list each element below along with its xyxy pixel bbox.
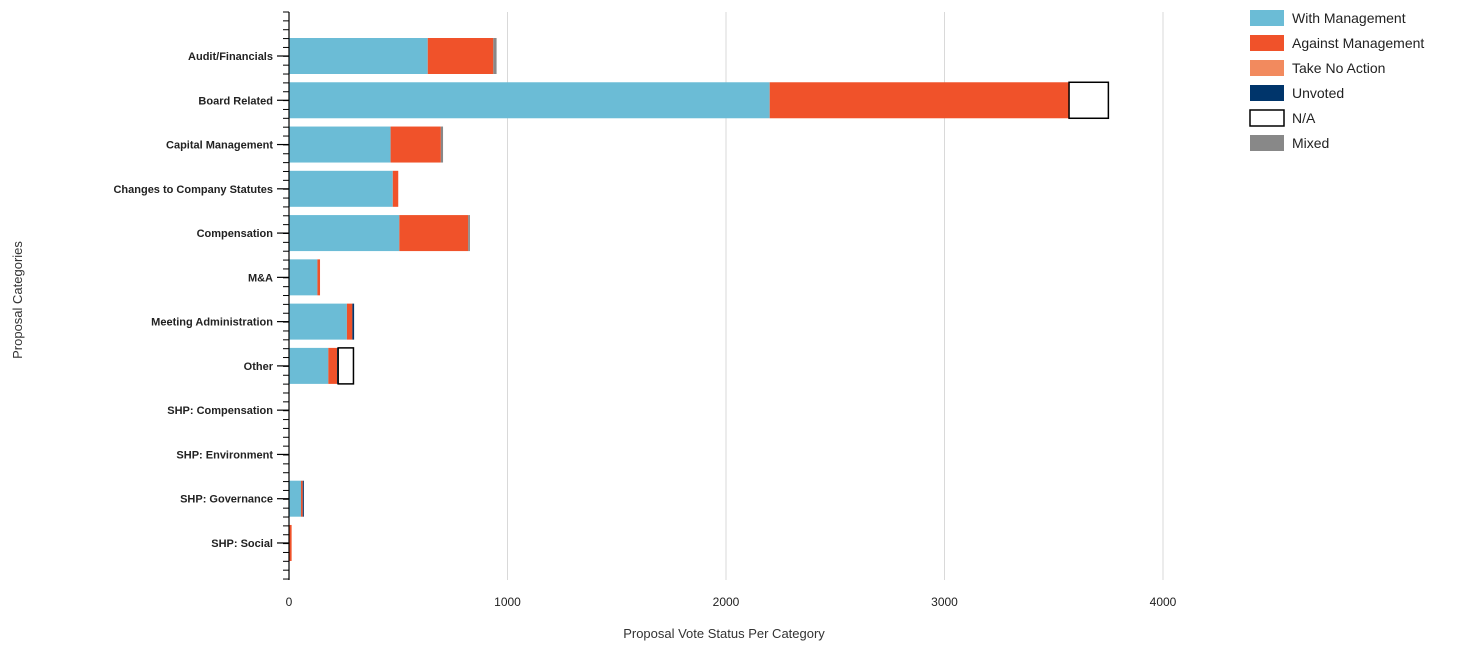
bar-other-n-a [337, 347, 355, 385]
legend: With Management Against Management Take No… [1249, 10, 1424, 151]
x-tick-label: 0 [286, 595, 293, 609]
x-tick-label: 2000 [713, 595, 740, 609]
x-tick-label: 3000 [931, 595, 958, 609]
bar-audit-financials-with-management [289, 38, 428, 74]
category-label-shp-social: SHP: Social [211, 538, 273, 550]
bar-capital-management-against-management [390, 126, 441, 163]
category-label-shp-governance: SHP: Governance [180, 494, 273, 506]
category-label-board-related: Board Related [198, 95, 273, 107]
bar-meeting-administration-with-management [289, 303, 347, 340]
y-axis-title: Proposal Categories [10, 241, 25, 359]
bar-board-related-with-management [289, 82, 770, 119]
bar-capital-management-mixed [440, 126, 444, 163]
bar-shp-governance-with-management [289, 480, 302, 517]
category-label-other: Other [244, 361, 274, 373]
bar-other-with-management [289, 347, 329, 384]
category-label-shp-compensation: SHP: Compensation [167, 405, 273, 417]
bar-meeting-administration-against-management [346, 303, 353, 340]
category-label-m-a: M&A [248, 272, 273, 284]
legend-label: With Management [1292, 10, 1406, 26]
legend-item-mixed: Mixed [1250, 135, 1329, 151]
bar-compensation-against-management [399, 215, 469, 252]
category-label-audit-financials: Audit/Financials [188, 51, 273, 63]
legend-item-with-management: With Management [1250, 10, 1406, 26]
legend-swatch [1250, 135, 1284, 151]
bars [289, 38, 1110, 561]
legend-item-n-a: N/A [1249, 109, 1316, 127]
bar-compensation-with-management [289, 215, 400, 252]
bar-capital-management-with-management [289, 126, 391, 163]
bar-shp-governance-unvoted [302, 480, 304, 517]
category-label-changes-to-company-statutes: Changes to Company Statutes [113, 184, 273, 196]
legend-label: Unvoted [1292, 85, 1344, 101]
bar-changes-to-company-statutes-with-management [289, 170, 393, 207]
legend-item-against-management: Against Management [1250, 35, 1424, 51]
legend-item-take-no-action: Take No Action [1250, 60, 1385, 76]
bar-board-related-n-a [1068, 81, 1110, 120]
x-tick-label: 4000 [1150, 595, 1177, 609]
bar-audit-financials-against-management [427, 38, 494, 74]
bar-audit-financials-mixed [493, 38, 497, 74]
category-label-meeting-administration: Meeting Administration [151, 317, 273, 329]
x-axis-title: Proposal Vote Status Per Category [623, 626, 825, 641]
category-label-capital-management: Capital Management [166, 140, 273, 152]
bar-other-against-management [328, 347, 338, 384]
x-tick-label: 1000 [494, 595, 521, 609]
legend-swatch [1249, 109, 1285, 127]
legend-label: Mixed [1292, 135, 1329, 151]
legend-swatch [1250, 85, 1284, 101]
legend-swatch [1250, 10, 1284, 26]
bar-m-a-with-management [289, 259, 318, 296]
legend-swatch [1250, 35, 1284, 51]
legend-label: Take No Action [1292, 60, 1385, 76]
category-label-shp-environment: SHP: Environment [176, 449, 273, 461]
legend-label: Against Management [1292, 35, 1424, 51]
legend-swatch [1250, 60, 1284, 76]
legend-label: N/A [1292, 110, 1316, 126]
bar-m-a-against-management [317, 259, 321, 296]
bar-compensation-mixed [468, 215, 470, 252]
legend-item-unvoted: Unvoted [1250, 85, 1344, 101]
axes: 0 1000 2000 3000 4000 Audit/Financials Board R… [113, 11, 1177, 609]
category-label-compensation: Compensation [197, 228, 274, 240]
bar-board-related-against-management [769, 82, 1070, 119]
bar-shp-governance-against-management [301, 480, 303, 517]
bar-changes-to-company-statutes-against-management [392, 170, 399, 207]
bar-meeting-administration-unvoted [352, 303, 355, 340]
bar-shp-social-against-management [289, 524, 292, 561]
